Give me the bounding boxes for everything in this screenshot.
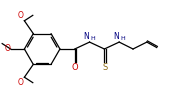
Text: N: N (83, 32, 89, 41)
Text: H: H (90, 36, 95, 41)
Text: O: O (4, 44, 10, 53)
Text: O: O (18, 78, 23, 87)
Text: O: O (18, 11, 23, 20)
Text: O: O (72, 63, 79, 72)
Text: N: N (113, 32, 119, 41)
Text: H: H (120, 36, 125, 41)
Text: S: S (102, 63, 108, 72)
